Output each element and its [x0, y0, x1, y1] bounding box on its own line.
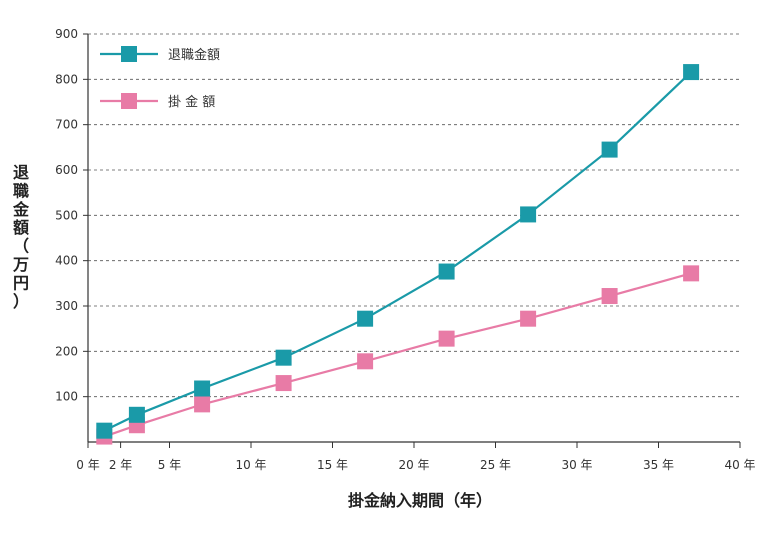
y-tick-label: 600 — [55, 163, 78, 177]
data-point-series-1 — [194, 380, 211, 397]
y-tick-label: 900 — [55, 27, 78, 41]
series-line-1 — [103, 71, 692, 432]
x-tick-label: 40 年 — [724, 458, 755, 472]
legend-label: 掛 金 額 — [168, 94, 215, 110]
x-tick-label: 15 年 — [317, 458, 348, 472]
x-tick-label: 30 年 — [561, 458, 592, 472]
x-tick-label: 2 年 — [109, 458, 132, 472]
x-tick-label: 25 年 — [480, 458, 511, 472]
data-point-series-2 — [683, 265, 700, 282]
data-point-series-2 — [357, 353, 374, 370]
x-tick-label: 35 年 — [643, 458, 674, 472]
y-tick-labels: 100 200 300 400 500 600 700 800 900 — [55, 27, 78, 404]
legend-marker — [121, 46, 137, 62]
axes — [83, 33, 741, 448]
x-tick-labels: 0 年 2 年 5 年 10 年 15 年 20 年 25 年 30 年 35 年 40 年 — [76, 458, 755, 472]
data-point-series-1 — [520, 206, 537, 223]
data-point-series-2 — [194, 396, 211, 413]
data-point-series-2 — [520, 310, 537, 327]
x-tick-label: 5 年 — [158, 458, 181, 472]
legend-label: 退職金額 — [168, 47, 220, 63]
data-point-series-1 — [357, 310, 374, 327]
data-point-series-1 — [128, 406, 145, 423]
data-point-series-1 — [275, 349, 292, 366]
y-tick-label: 400 — [55, 254, 78, 268]
x-tick-label: 0 年 — [76, 458, 99, 472]
y-axis-title: 退職金額（万円） — [12, 163, 30, 311]
data-point-series-2 — [438, 330, 455, 347]
data-point-series-1 — [438, 263, 455, 280]
x-tick-label: 10 年 — [235, 458, 266, 472]
x-tick-label: 20 年 — [398, 458, 429, 472]
x-axis-title: 掛金納入期間（年） — [348, 491, 492, 510]
data-point-series-2 — [275, 375, 292, 392]
y-tick-label: 800 — [55, 72, 78, 86]
data-point-series-1 — [683, 64, 700, 81]
legend-marker — [121, 93, 137, 109]
y-tick-label: 300 — [55, 299, 78, 313]
data-point-series-1 — [601, 141, 618, 158]
y-tick-label: 100 — [55, 390, 78, 404]
y-tick-label: 500 — [55, 208, 78, 222]
y-tick-label: 700 — [55, 118, 78, 132]
data-series — [96, 64, 700, 445]
y-tick-label: 200 — [55, 344, 78, 358]
data-point-series-2 — [601, 288, 618, 305]
data-point-series-1 — [96, 422, 113, 439]
grid-lines — [88, 33, 740, 398]
